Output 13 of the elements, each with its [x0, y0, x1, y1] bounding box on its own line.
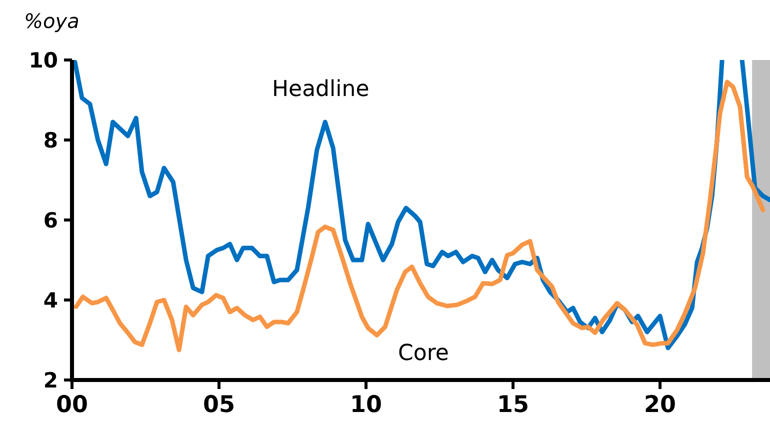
series-label: Core	[398, 341, 449, 366]
y-tick-label: 10	[28, 48, 58, 72]
series-label: Headline	[272, 77, 370, 102]
x-tick-label: 00	[56, 392, 88, 418]
y-axis-title: %oya	[24, 9, 80, 33]
x-tick-label: 05	[203, 392, 236, 418]
x-tick-label: 20	[644, 392, 676, 418]
y-tick-label: 4	[43, 288, 58, 312]
y-tick-label: 8	[43, 128, 58, 152]
y-tick-label: 6	[43, 208, 58, 232]
x-tick-label: 15	[497, 392, 530, 418]
y-tick-label: 2	[43, 368, 58, 392]
x-tick-label: 10	[350, 392, 382, 418]
